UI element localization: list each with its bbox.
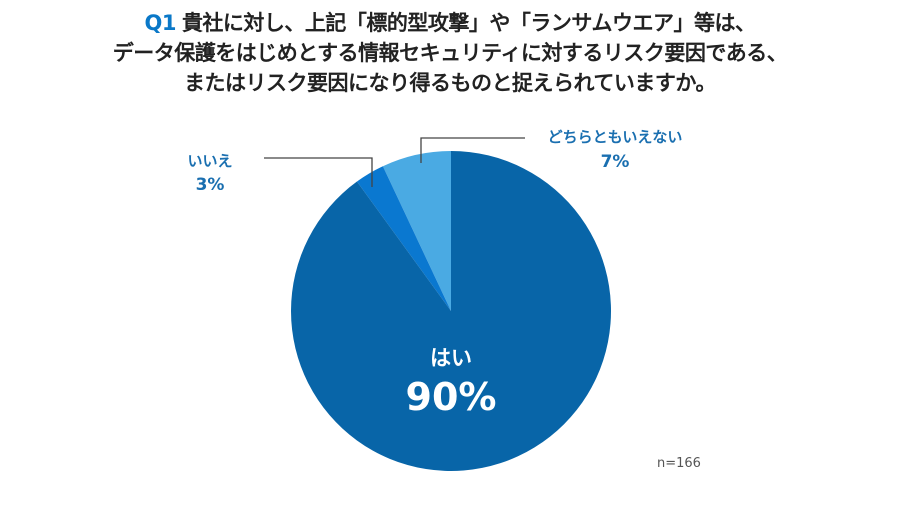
title-line-1: 貴社に対し、上記「標的型攻撃」や「ランサムウエア」等は、 bbox=[181, 11, 756, 35]
slice-label-no: いいえ bbox=[187, 152, 233, 170]
pie-slice-neutral bbox=[382, 151, 451, 311]
slice-value-no: 3% bbox=[195, 175, 225, 195]
title-line-3: またはリスク要因になり得るものと捉えられていますか。 bbox=[184, 71, 716, 95]
slice-label-neutral: どちらともいえない bbox=[547, 128, 683, 146]
slice-value-yes: 90% bbox=[405, 375, 497, 419]
question-number: Q1 bbox=[144, 11, 176, 35]
chart-title: Q1 貴社に対し、上記「標的型攻撃」や「ランサムウエア」等は、 データ保護をはじめ… bbox=[0, 8, 900, 98]
pie-slice-no bbox=[356, 166, 451, 311]
leader-line-no bbox=[264, 157, 373, 187]
sample-size-note: n=166 bbox=[657, 456, 701, 471]
slice-label-yes: はい bbox=[430, 346, 472, 370]
title-line-2: データ保護をはじめとする情報セキュリティに対するリスク要因である、 bbox=[112, 41, 788, 65]
pie-slice-yes bbox=[291, 151, 612, 471]
leader-line-neutral bbox=[420, 137, 525, 163]
slice-value-neutral: 7% bbox=[600, 152, 630, 172]
